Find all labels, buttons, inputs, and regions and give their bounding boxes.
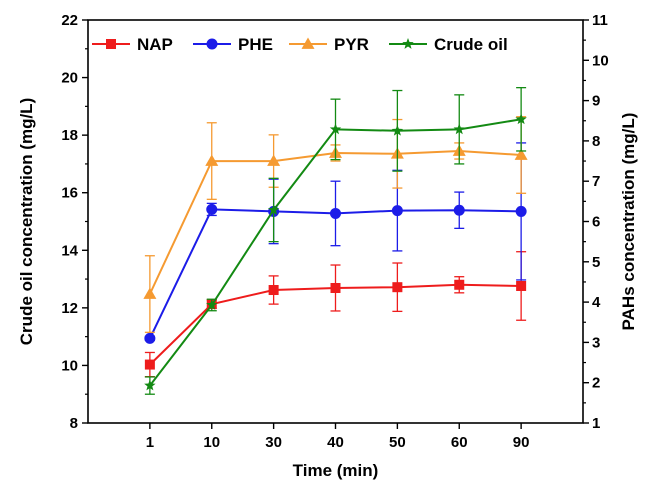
- left-y-tick-label: 20: [61, 70, 78, 87]
- data-point: [267, 203, 280, 215]
- legend-label: PHE: [238, 35, 273, 54]
- data-point: [267, 154, 281, 166]
- right-y-tick-label: 1: [592, 415, 600, 432]
- right-y-tick-label: 2: [592, 375, 600, 392]
- data-point: [516, 280, 527, 291]
- right-y-tick-label: 8: [592, 133, 600, 150]
- data-point: [515, 113, 527, 125]
- data-point: [206, 38, 218, 50]
- left-y-tick-label: 18: [61, 127, 78, 144]
- data-point: [330, 207, 341, 219]
- legend-item: NAP: [92, 35, 173, 54]
- right-y-tick-label: 3: [592, 334, 600, 351]
- left-y-tick-label: 14: [61, 242, 78, 259]
- data-point: [144, 379, 156, 391]
- left-y-tick-label: 16: [61, 185, 78, 202]
- right-y-tick-label: 9: [592, 93, 600, 110]
- data-point: [453, 204, 465, 216]
- axes-layer: 1 10 30 40 50 60 90810121416182022123456789101…: [61, 12, 608, 451]
- legend-item: Crude oil: [389, 35, 508, 54]
- x-tick-label: 90: [513, 434, 530, 451]
- data-point: [205, 154, 219, 166]
- left-y-tick-label: 12: [61, 300, 78, 317]
- data-point: [391, 205, 403, 217]
- data-point: [143, 287, 157, 299]
- x-tick-label: 10: [203, 434, 220, 451]
- series-crude-oil: [144, 86, 527, 395]
- data-point: [106, 39, 116, 49]
- right-y-tick-label: 6: [592, 214, 600, 231]
- data-point: [391, 124, 404, 136]
- left-y-tick-label: 22: [61, 12, 78, 29]
- series-layer: [143, 86, 528, 395]
- data-point: [301, 37, 315, 49]
- x-axis-label: Time (min): [293, 461, 379, 480]
- data-point: [206, 203, 218, 215]
- legend-label: PYR: [334, 35, 369, 54]
- legend-label: Crude oil: [434, 35, 508, 54]
- series-nap: [144, 251, 527, 378]
- data-point: [515, 205, 527, 217]
- left-y-tick-label: 8: [70, 415, 78, 432]
- right-y-tick-label: 7: [592, 173, 600, 190]
- data-point: [402, 38, 414, 49]
- left-y-tick-label: 10: [61, 357, 78, 374]
- data-point: [514, 148, 528, 160]
- x-tick-label: 60: [451, 434, 468, 451]
- x-tick-label: 1: [146, 434, 154, 451]
- data-point: [144, 359, 155, 370]
- data-point: [329, 123, 342, 135]
- x-tick-label: 50: [389, 434, 406, 451]
- data-point: [453, 123, 465, 135]
- legend-item: PYR: [289, 35, 369, 54]
- x-tick-label: 40: [327, 434, 344, 451]
- data-point: [268, 285, 279, 296]
- data-point: [144, 332, 156, 344]
- legend: NAP PHE PYR Crude oil: [92, 35, 508, 54]
- right-y-tick-label: 4: [592, 294, 601, 311]
- data-point: [454, 279, 465, 290]
- data-point: [330, 282, 341, 293]
- right-y-tick-label: 10: [592, 52, 609, 69]
- right-y-axis-label: PAHs concentration (mg/L): [619, 113, 638, 331]
- left-y-axis-label: Crude oil concentration (mg/L): [17, 98, 36, 345]
- data-point: [206, 298, 218, 310]
- x-tick-label: 30: [265, 434, 282, 451]
- legend-label: NAP: [137, 35, 173, 54]
- right-y-tick-label: 5: [592, 254, 600, 271]
- right-y-tick-label: 11: [592, 12, 608, 29]
- series-phe: [144, 142, 527, 344]
- legend-item: PHE: [193, 35, 273, 54]
- data-point: [392, 282, 403, 293]
